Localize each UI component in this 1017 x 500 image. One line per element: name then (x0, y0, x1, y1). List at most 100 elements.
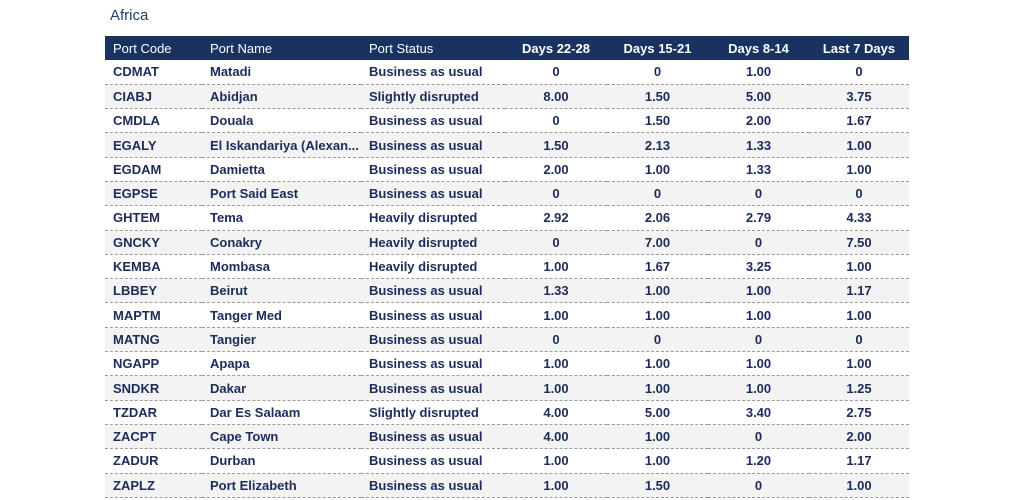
port-status-cell: Business as usual (361, 351, 505, 377)
table-row[interactable]: ZAPLZ Port Elizabeth Business as usual 1.00… (105, 473, 909, 498)
port-code-cell: LBBEY (105, 278, 202, 304)
table-row[interactable]: EGDAM Damietta Business as usual 2.00 1.00 1.… (105, 157, 909, 182)
last-7-days-cell: 3.75 (809, 84, 909, 110)
days-22-28-cell: 0 (505, 230, 607, 255)
port-name-cell: Abidjan (202, 84, 361, 110)
days-22-28-cell: 1.00 (505, 473, 607, 498)
table-row[interactable]: ZACPT Cape Town Business as usual 4.00 1.00 0… (105, 424, 909, 450)
days-8-14-cell: 1.20 (708, 448, 809, 474)
days-22-28-cell: 8.00 (505, 84, 607, 110)
port-code-cell: GNCKY (105, 230, 202, 255)
port-status-cell: Slightly disrupted (361, 84, 505, 110)
port-status-cell: Business as usual (361, 424, 505, 450)
days-15-21-cell: 2.13 (607, 132, 708, 158)
days-15-21-cell: 1.50 (607, 84, 708, 110)
table-row[interactable]: EGALY El Iskandariya (Alexan... Business a… (105, 132, 909, 158)
days-8-14-cell: 0 (708, 181, 809, 207)
days-15-21-cell: 0 (607, 327, 708, 353)
port-name-cell: Dar Es Salaam (202, 400, 361, 425)
table-row[interactable]: KEMBA Mombasa Heavily disrupted 1.00 1.67 3.2… (105, 254, 909, 280)
days-8-14-cell: 1.33 (708, 132, 809, 158)
table-row[interactable]: CDMAT Matadi Business as usual 0 0 1.00 0 (105, 60, 909, 85)
table-row[interactable]: CIABJ Abidjan Slightly disrupted 8.00 1.50 5.… (105, 84, 909, 110)
port-code-cell: EGDAM (105, 157, 202, 182)
days-15-21-cell: 0 (607, 181, 708, 207)
column-header-days-15-21[interactable]: Days 15-21 (623, 40, 692, 56)
days-22-28-cell: 1.00 (505, 302, 607, 328)
table-row[interactable]: GNCKY Conakry Heavily disrupted 0 7.00 0 7.50 (105, 230, 909, 255)
port-status-cell: Business as usual (361, 181, 505, 207)
days-15-21-cell: 2.06 (607, 205, 708, 231)
port-status-cell: Business as usual (361, 108, 505, 134)
table-row[interactable]: GHTEM Tema Heavily disrupted 2.92 2.06 2.79 4.… (105, 205, 909, 231)
days-15-21-cell: 1.50 (607, 473, 708, 498)
port-code-cell: CDMAT (105, 60, 202, 85)
port-name-cell: Damietta (202, 157, 361, 182)
port-code-cell: ZADUR (105, 448, 202, 474)
days-22-28-cell: 1.00 (505, 351, 607, 377)
column-header-port-code[interactable]: Port Code (113, 40, 172, 56)
port-status-cell: Business as usual (361, 327, 505, 353)
port-name-cell: Conakry (202, 230, 361, 255)
days-22-28-cell: 4.00 (505, 400, 607, 425)
days-8-14-cell: 1.00 (708, 375, 809, 401)
port-code-cell: CMDLA (105, 108, 202, 134)
days-8-14-cell: 1.00 (708, 60, 809, 85)
table-row[interactable]: NGAPP Apapa Business as usual 1.00 1.00 1.00 1… (105, 351, 909, 377)
table-row[interactable]: LBBEY Beirut Business as usual 1.33 1.00 1.00… (105, 278, 909, 304)
port-status-cell: Heavily disrupted (361, 205, 505, 231)
days-8-14-cell: 1.00 (708, 278, 809, 304)
days-15-21-cell: 5.00 (607, 400, 708, 425)
table-row[interactable]: ZADUR Durban Business as usual 1.00 1.00 1.20… (105, 448, 909, 474)
column-header-days-8-14[interactable]: Days 8-14 (728, 40, 789, 56)
port-name-cell: Tanger Med (202, 302, 361, 328)
days-22-28-cell: 1.50 (505, 132, 607, 158)
port-status-cell: Heavily disrupted (361, 254, 505, 280)
days-8-14-cell: 2.79 (708, 205, 809, 231)
port-code-cell: NGAPP (105, 351, 202, 377)
table-row[interactable]: MAPTM Tanger Med Business as usual 1.00 1.00… (105, 302, 909, 328)
region-title: Africa (110, 7, 149, 24)
port-name-cell: Cape Town (202, 424, 361, 450)
days-8-14-cell: 0 (708, 473, 809, 498)
port-code-cell: MAPTM (105, 302, 202, 328)
days-8-14-cell: 3.40 (708, 400, 809, 425)
last-7-days-cell: 7.50 (809, 230, 909, 255)
last-7-days-cell: 1.00 (809, 302, 909, 328)
days-8-14-cell: 1.33 (708, 157, 809, 182)
days-22-28-cell: 0 (505, 327, 607, 353)
days-8-14-cell: 5.00 (708, 84, 809, 110)
table-row[interactable]: SNDKR Dakar Business as usual 1.00 1.00 1.00 1… (105, 375, 909, 401)
column-header-port-name[interactable]: Port Name (210, 40, 273, 56)
column-header-port-status[interactable]: Port Status (369, 40, 434, 56)
column-header-days-22-28[interactable]: Days 22-28 (522, 40, 590, 56)
port-status-cell: Slightly disrupted (361, 400, 505, 425)
days-22-28-cell: 2.92 (505, 205, 607, 231)
days-15-21-cell: 1.00 (607, 302, 708, 328)
last-7-days-cell: 2.75 (809, 400, 909, 425)
table-row[interactable]: TZDAR Dar Es Salaam Slightly disrupted 4.00… (105, 400, 909, 425)
port-status-cell: Business as usual (361, 302, 505, 328)
port-code-cell: TZDAR (105, 400, 202, 425)
port-code-cell: CIABJ (105, 84, 202, 110)
days-22-28-cell: 0 (505, 60, 607, 85)
port-status-cell: Business as usual (361, 375, 505, 401)
port-name-cell: Douala (202, 108, 361, 134)
table-row[interactable]: MATNG Tangier Business as usual 0 0 0 0 (105, 327, 909, 353)
column-header-last-7-days[interactable]: Last 7 Days (822, 40, 896, 56)
days-15-21-cell: 0 (607, 60, 708, 85)
last-7-days-cell: 2.00 (809, 424, 909, 450)
last-7-days-cell: 0 (809, 181, 909, 207)
table-row[interactable]: CMDLA Douala Business as usual 0 1.50 2.00 1.6… (105, 108, 909, 134)
days-15-21-cell: 1.00 (607, 375, 708, 401)
table-row[interactable]: EGPSE Port Said East Business as usual 0 0 0 0 (105, 181, 909, 207)
days-15-21-cell: 1.50 (607, 108, 708, 134)
days-22-28-cell: 0 (505, 181, 607, 207)
port-name-cell: Tema (202, 205, 361, 231)
days-22-28-cell: 2.00 (505, 157, 607, 182)
last-7-days-cell: 1.00 (809, 132, 909, 158)
days-8-14-cell: 0 (708, 230, 809, 255)
days-8-14-cell: 3.25 (708, 254, 809, 280)
port-name-cell: Matadi (202, 60, 361, 85)
days-15-21-cell: 1.00 (607, 157, 708, 182)
